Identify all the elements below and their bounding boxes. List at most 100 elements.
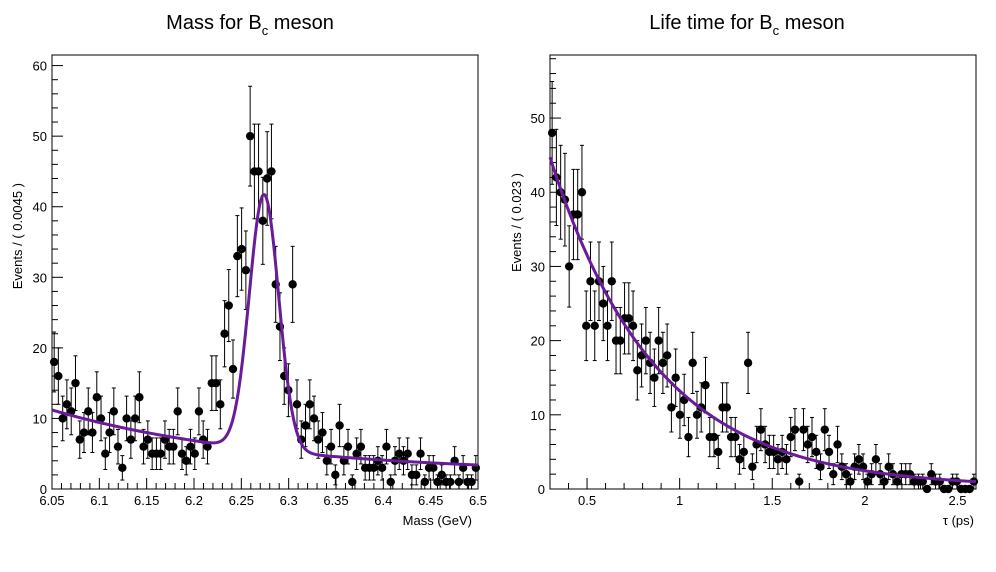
mass-data-point [67,387,76,436]
lifetime-y-tick-label: 50 [531,111,545,126]
lifetime-marker [841,469,851,479]
mass-fit-curve [51,192,479,467]
lifetime-marker [586,277,595,286]
mass-marker [220,329,229,338]
lifetime-marker [871,455,881,464]
lifetime-marker [667,403,676,412]
mass-marker [377,463,387,473]
lifetime-marker [624,314,634,323]
lifetime-marker [722,403,731,412]
lifetime-marker [577,188,587,197]
mass-data-point [471,455,481,481]
lifetime-data-point [573,168,582,261]
lifetime-x-axis-label: τ (ps) [943,513,974,528]
mass-marker [322,456,332,465]
lifetime-data-point [927,463,936,486]
mass-data-point [237,207,246,291]
mass-marker [190,449,199,458]
mass-marker [412,470,421,480]
lifetime-marker [816,462,825,471]
lifetime-marker [582,321,591,330]
lifetime-x-tick-label: 2 [861,493,868,508]
mass-marker [386,477,395,487]
mass-data-point [143,420,153,459]
mass-marker [331,470,340,480]
mass-marker [352,449,361,458]
mass-marker [343,442,353,451]
mass-marker [182,456,191,465]
lifetime-marker [709,432,719,442]
lifetime-plot-frame [549,54,977,490]
lifetime-marker [590,321,599,330]
mass-chart-title: Mass for Bc meson [166,12,334,38]
lifetime-data-point [671,348,680,407]
lifetime-marker [944,484,953,494]
lifetime-marker [786,432,795,442]
mass-marker [429,463,438,473]
mass-plot-frame [51,54,479,490]
mass-x-tick-label: 6.5 [469,493,487,508]
lifetime-marker [633,366,642,375]
lifetime-y-tick-label: 40 [531,185,545,200]
mass-marker [245,131,255,141]
mass-x-tick-label: 6.4 [374,493,392,508]
mass-data-point [173,387,182,436]
mass-data-point [211,355,221,411]
lifetime-marker [863,477,872,486]
lifetime-data-point [688,331,697,394]
lifetime-marker [641,336,651,345]
lifetime-marker [795,477,804,486]
lifetime-data-point [858,453,868,481]
mass-data-point [177,437,187,470]
lifetime-marker [756,425,766,434]
lifetime-data-point [833,425,842,464]
lifetime-data-point [662,323,672,388]
mass-data-point [395,437,404,470]
mass-marker [96,414,106,423]
mass-data-point [160,420,170,459]
lifetime-data-point [654,306,663,375]
lifetime-marker [675,410,685,420]
mass-y-axis-label: Events / ( 0.0045 ) [10,183,25,289]
mass-marker [301,421,310,430]
mass-data-point [245,85,255,187]
mass-data-point [292,379,302,430]
mass-plot-area: 6.05 6.1 6.15 6.2 6.25 6.3 6.35 6.4 6.45 6.5 0 10 20… [33,59,488,508]
mass-data-point [412,464,421,486]
mass-marker [156,449,165,458]
mass-marker [326,442,336,451]
mass-marker [186,442,195,451]
mass-marker [292,400,302,409]
mass-data-point [326,428,336,465]
lifetime-data-point [582,290,591,362]
lifetime-data-point [807,416,817,458]
mass-marker [54,371,63,381]
mass-marker [58,414,67,423]
mass-marker [105,428,114,437]
mass-marker [454,477,464,487]
mass-marker [71,378,80,388]
lifetime-data-point [564,225,574,308]
lifetime-x-tick-label: 0.5 [578,493,596,508]
mass-data-point [113,428,123,465]
lifetime-marker [658,358,668,368]
mass-marker [177,449,187,458]
mass-data-point [352,437,361,470]
mass-marker [318,428,327,437]
mass-data-point [88,412,97,454]
mass-x-tick-label: 6.45 [418,493,443,508]
lifetime-data-point [722,382,731,433]
mass-marker [288,280,297,289]
mass-data-point [309,395,319,442]
lifetime-data-point [965,484,974,494]
mass-marker [335,421,344,430]
lifetime-data-point [824,434,834,469]
lifetime-marker [731,432,740,442]
lifetime-marker [743,358,753,368]
mass-marker [241,266,251,275]
lifetime-marker [607,277,616,286]
mass-marker [403,449,412,458]
mass-marker [416,449,425,458]
lifetime-data-point [628,290,638,362]
mass-x-tick-label: 6.1 [90,493,108,508]
